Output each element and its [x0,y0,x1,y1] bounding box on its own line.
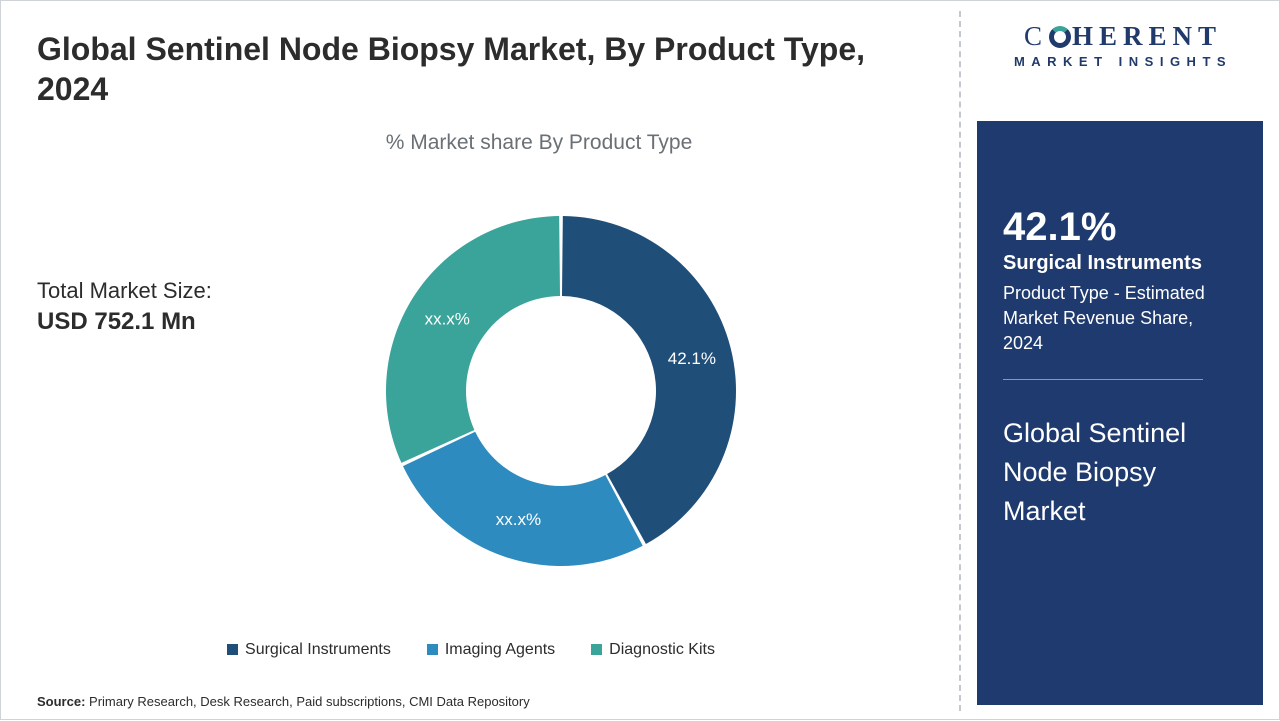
logo-ring-icon [1049,26,1071,48]
logo-c: C [1024,21,1048,51]
donut-slice [386,216,560,463]
right-column: C HERENT MARKET INSIGHTS 42.1% Surgical I… [959,1,1279,721]
panel-segment: Surgical Instruments [1003,252,1237,275]
panel-divider [1003,379,1203,380]
legend-swatch [227,644,238,655]
source-text: Primary Research, Desk Research, Paid su… [85,694,529,709]
legend-item: Surgical Instruments [227,641,391,658]
donut-slice [403,432,643,566]
chart-subtitle: % Market share By Product Type [157,131,921,155]
legend-label: Imaging Agents [445,641,555,658]
slice-label: xx.x% [425,309,470,328]
slice-label: 42.1% [668,349,716,368]
legend-label: Surgical Instruments [245,641,391,658]
legend-item: Imaging Agents [427,641,555,658]
main-area: Global Sentinel Node Biopsy Market, By P… [1,1,941,721]
market-size-value: USD 752.1 Mn [37,306,212,338]
panel-market-name: Global Sentinel Node Biopsy Market [1003,414,1237,531]
source-prefix: Source: [37,694,85,709]
legend: Surgical Instruments Imaging Agents Diagno… [1,641,941,659]
legend-swatch [591,644,602,655]
panel-desc: Product Type - Estimated Market Revenue … [1003,281,1237,357]
source-line: Source: Primary Research, Desk Research,… [37,694,530,709]
vertical-divider [959,11,961,711]
logo-bold: HERENT [1072,21,1222,51]
panel-percent: 42.1% [1003,205,1237,250]
legend-item: Diagnostic Kits [591,641,715,658]
brand-logo: C HERENT MARKET INSIGHTS [983,21,1263,69]
highlight-panel: 42.1% Surgical Instruments Product Type … [977,121,1263,705]
page-title: Global Sentinel Node Biopsy Market, By P… [37,29,897,109]
legend-swatch [427,644,438,655]
market-size-label: Total Market Size: [37,276,212,306]
legend-label: Diagnostic Kits [609,641,715,658]
logo-line1: C HERENT [983,21,1263,52]
market-size-block: Total Market Size: USD 752.1 Mn [37,276,212,338]
logo-line2: MARKET INSIGHTS [983,54,1263,69]
slice-label: xx.x% [496,510,541,529]
donut-chart: 42.1% xx.x% xx.x% [361,191,761,591]
